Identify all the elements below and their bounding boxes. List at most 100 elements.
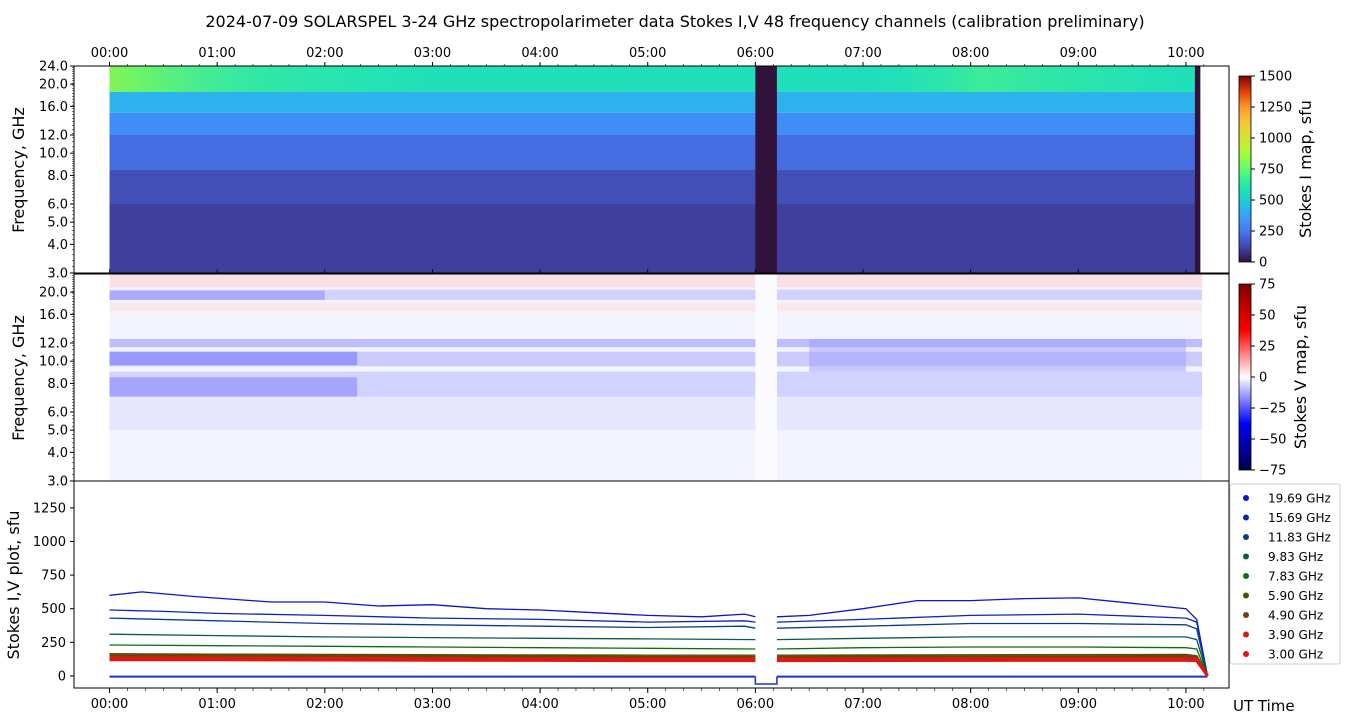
stokes-iv-y-axis: 0 250 500 750 1000 1250 — [33, 501, 74, 684]
series-line-after-gap-11-83-GHz — [776, 622, 1209, 677]
legend-entry-label: 5.90 GHz — [1268, 589, 1323, 603]
stokes-v-heatmap — [109, 274, 1203, 481]
colorbar-tick-label: 1500 — [1259, 70, 1292, 85]
series-line-7-83-GHz — [109, 644, 756, 650]
legend-marker — [1243, 592, 1249, 599]
stokes-i-band — [109, 91, 1201, 113]
stokes-i-heatmap — [109, 66, 1201, 273]
legend-marker — [1243, 612, 1249, 618]
legend-marker — [1243, 631, 1249, 638]
bottom-tick-label: 04:00 — [521, 697, 558, 712]
stokes-i-data-gap — [1194, 66, 1201, 273]
colorbar-tick-label: 25 — [1259, 340, 1276, 355]
series-line-3-00-GHz — [109, 658, 756, 663]
value-tick-label: 250 — [41, 636, 66, 651]
stokes-i-high-freq-glow — [109, 66, 1201, 92]
colorbar-tick-label: 1250 — [1259, 101, 1292, 116]
stokes-v-colorbar: 75 50 25 0 −25 −50 −75 Stokes V map, sfu — [1238, 278, 1310, 479]
stokes-i-band — [109, 169, 1201, 204]
stokes-v-patch — [109, 377, 358, 397]
freq-tick-label: 4.0 — [47, 238, 68, 253]
colorbar-tick-label: 1000 — [1259, 132, 1292, 147]
legend-box — [1229, 483, 1341, 665]
colorbar-tick-label: 75 — [1259, 278, 1276, 293]
top-tick-label: 10:00 — [1167, 46, 1204, 61]
value-tick-label: 500 — [41, 602, 66, 617]
stokes-i-colorbar: 1500 1250 1000 750 500 250 0 Stokes I map, sfu — [1238, 70, 1315, 271]
legend-entry-label: 3.00 GHz — [1268, 648, 1323, 662]
stokes-v-ylabel: Frequency, GHz — [9, 315, 28, 441]
top-tick-label: 05:00 — [629, 46, 666, 61]
colorbar-tick-label: −50 — [1259, 433, 1286, 448]
top-tick-label: 00:00 — [91, 46, 128, 61]
freq-tick-label: 16.0 — [39, 308, 68, 323]
stokes-v-data-gap — [755, 274, 777, 481]
series-line-after-gap-9-83-GHz — [776, 636, 1209, 677]
top-tick-label: 07:00 — [844, 46, 881, 61]
series-line-11-83-GHz — [109, 617, 756, 629]
x-axis-label: UT Time — [1233, 697, 1295, 715]
freq-tick-label: 6.0 — [47, 406, 68, 421]
freq-tick-label: 6.0 — [47, 198, 68, 213]
stokes-v-band — [109, 289, 1203, 300]
bottom-tick-label: 08:00 — [952, 697, 989, 712]
stokes-iv-frame — [73, 480, 1230, 689]
stokes-v-band — [109, 302, 1203, 312]
stokes-v-gap-dip — [754, 676, 778, 685]
series-line-19-69-GHz — [109, 591, 756, 618]
top-tick-label: 09:00 — [1060, 46, 1097, 61]
value-tick-label: 1000 — [33, 535, 66, 550]
legend-marker — [1243, 651, 1249, 657]
freq-tick-label: 4.0 — [47, 446, 68, 461]
freq-tick-label: 20.0 — [39, 78, 68, 93]
legend-entry-label: 3.90 GHz — [1268, 628, 1323, 642]
series-line-after-gap-7-83-GHz — [776, 646, 1209, 677]
value-tick-label: 1250 — [33, 501, 66, 516]
series-line-15-69-GHz — [109, 609, 756, 623]
stokes-v-band — [109, 396, 1203, 431]
legend-entry-label: 7.83 GHz — [1268, 570, 1323, 584]
stokes-v-patch — [109, 290, 325, 300]
freq-tick-label: 10.0 — [39, 147, 68, 162]
freq-tick-label: 3.0 — [47, 475, 68, 490]
stokes-i-colorbar-label: Stokes I map, sfu — [1296, 100, 1315, 238]
bottom-tick-label: 01:00 — [198, 697, 235, 712]
freq-tick-label: 12.0 — [39, 337, 68, 352]
top-tick-label: 08:00 — [952, 46, 989, 61]
bottom-tick-label: 07:00 — [844, 697, 881, 712]
bottom-tick-label: 02:00 — [306, 697, 343, 712]
series-line-after-gap-19-69-GHz — [776, 597, 1209, 677]
legend-marker — [1243, 495, 1249, 501]
series-line-after-gap-3-00-GHz — [776, 658, 1209, 677]
top-tick-label: 03:00 — [414, 46, 451, 61]
top-tick-label: 01:00 — [198, 46, 235, 61]
stokes-i-data-gap — [755, 66, 777, 273]
stokes-i-ylabel: Frequency, GHz — [9, 107, 28, 233]
colorbar-tick-label: −25 — [1259, 402, 1286, 417]
stokes-v-panel: 20.0 16.0 12.0 10.0 8.0 6.0 5.0 4.0 3.0 Frequenc… — [9, 273, 1230, 490]
stokes-v-patch — [109, 351, 358, 366]
legend-marker — [1243, 553, 1249, 560]
stokes-i-y-axis: 24.0 20.0 16.0 12.0 10.0 8.0 6.0 5.0 4.0 3.0 — [39, 60, 74, 282]
legend-entry-label: 11.83 GHz — [1268, 531, 1331, 545]
bottom-tick-label: 05:00 — [629, 697, 666, 712]
freq-tick-label: 8.0 — [47, 377, 68, 392]
stokes-iv-lines — [109, 591, 1209, 685]
stokes-i-frame — [73, 65, 1230, 274]
stokes-i-band — [109, 135, 1201, 170]
colorbar-tick-label: 500 — [1259, 194, 1284, 209]
legend: 19.69 GHz 15.69 GHz 11.83 GHz 9.83 GHz 7.83 … — [1229, 483, 1341, 665]
colorbar-tick-label: 50 — [1259, 309, 1276, 324]
stokes-v-patch — [809, 338, 1186, 372]
colorbar-tick-label: −75 — [1259, 464, 1286, 479]
freq-tick-label: 20.0 — [39, 286, 68, 301]
bottom-tick-label: 09:00 — [1060, 697, 1097, 712]
series-line-after-gap-15-69-GHz — [776, 613, 1209, 677]
series-line-5-90-GHz — [109, 653, 756, 656]
figure-title: 2024-07-09 SOLARSPEL 3-24 GHz spectropol… — [205, 12, 1144, 31]
legend-marker — [1243, 573, 1249, 579]
bottom-tick-label: 00:00 — [91, 697, 128, 712]
stokes-iv-ylabel: Stokes I,V plot, sfu — [4, 511, 23, 660]
stokes-v-band — [109, 338, 1203, 348]
